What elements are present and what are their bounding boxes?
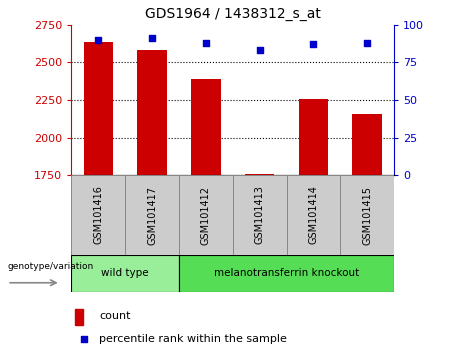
Bar [287,175,340,255]
Point [202,40,210,46]
Text: genotype/variation: genotype/variation [7,262,94,270]
Text: GSM101413: GSM101413 [254,185,265,245]
Text: wild type: wild type [101,268,149,279]
Text: GSM101416: GSM101416 [93,185,103,245]
Text: count: count [99,311,130,321]
Bar [83,42,113,175]
Bar [179,255,394,292]
Bar [137,50,167,175]
Point [148,35,156,41]
Bar [71,175,125,255]
Text: GSM101415: GSM101415 [362,185,372,245]
Point [256,47,263,53]
Point [310,41,317,47]
Bar [125,175,179,255]
Text: percentile rank within the sample: percentile rank within the sample [99,334,287,344]
Point [95,37,102,42]
Bar [179,175,233,255]
Text: melanotransferrin knockout: melanotransferrin knockout [214,268,359,279]
Bar [340,175,394,255]
Text: GSM101417: GSM101417 [147,185,157,245]
Bar [233,175,287,255]
Bar [299,99,328,175]
Text: GSM101412: GSM101412 [201,185,211,245]
Bar [191,79,221,175]
Bar [75,309,83,325]
Title: GDS1964 / 1438312_s_at: GDS1964 / 1438312_s_at [145,7,321,21]
Text: GSM101414: GSM101414 [308,185,319,245]
Bar [353,114,382,175]
Point [364,40,371,46]
Point [80,336,88,342]
Bar [71,255,179,292]
